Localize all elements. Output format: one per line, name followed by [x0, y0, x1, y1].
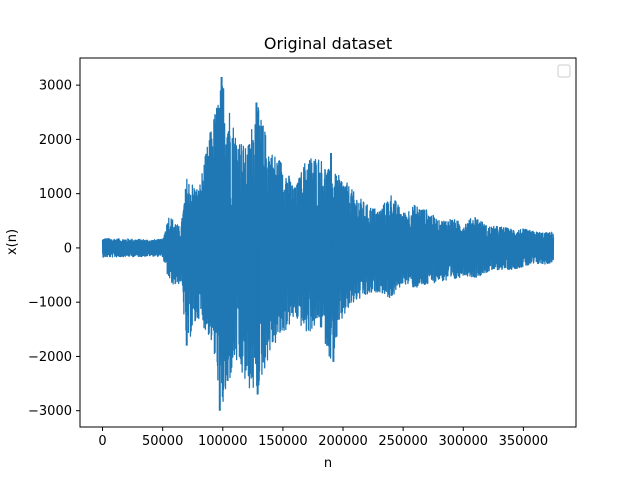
y-axis: −3000 −2000 −1000 0 1000 2000 3000: [28, 79, 80, 419]
x-tick-label: 0: [98, 434, 106, 449]
chart-title: Original dataset: [264, 34, 392, 53]
y-tick-label: −1000: [28, 296, 72, 311]
x-tick-label: 300000: [438, 434, 488, 449]
x-axis: 0 50000 100000 150000 200000 250000 300000 3500…: [98, 427, 548, 449]
x-tick-label: 50000: [142, 434, 183, 449]
x-axis-label: n: [324, 456, 332, 471]
signal-line: [101, 84, 555, 402]
y-tick-label: −3000: [28, 404, 72, 419]
y-tick-label: 1000: [39, 187, 72, 202]
x-tick-label: 200000: [318, 434, 368, 449]
axes-frame: [79, 57, 577, 428]
y-tick-label: 2000: [39, 133, 72, 148]
plot-area: [101, 76, 555, 411]
legend-box: [557, 64, 571, 78]
x-tick-label: 350000: [499, 434, 549, 449]
y-tick-label: 0: [64, 241, 72, 256]
y-axis-label: x(n): [5, 229, 20, 255]
x-tick-label: 100000: [198, 434, 248, 449]
x-tick-label: 250000: [378, 434, 428, 449]
x-tick-label: 150000: [258, 434, 308, 449]
y-tick-label: −2000: [28, 350, 72, 365]
y-tick-label: 3000: [39, 79, 72, 94]
